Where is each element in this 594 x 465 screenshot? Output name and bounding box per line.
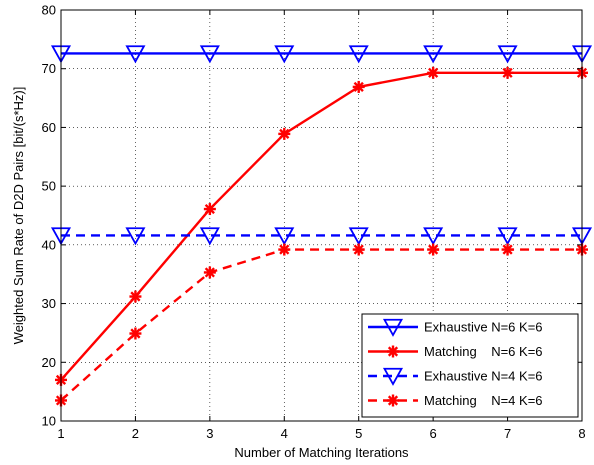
data-point: [129, 291, 141, 303]
x-tick-label: 7: [504, 426, 511, 441]
x-tick-label: 2: [132, 426, 139, 441]
y-tick-label: 20: [42, 355, 56, 370]
legend-label: Exhaustive N=4 K=6: [424, 369, 543, 384]
data-point: [427, 67, 439, 79]
x-tick-label: 1: [57, 426, 64, 441]
marker-core: [391, 349, 396, 354]
marker-core: [282, 131, 287, 136]
marker-core: [505, 247, 510, 252]
x-tick-label: 8: [578, 426, 585, 441]
x-axis-label: Number of Matching Iterations: [234, 445, 409, 460]
data-point: [204, 203, 216, 215]
legend-marker: [387, 395, 399, 407]
marker-core: [431, 70, 436, 75]
data-point: [502, 244, 514, 256]
legend-entry: Matching N=6 K=6: [368, 344, 543, 359]
marker-core: [356, 247, 361, 252]
data-point: [353, 81, 365, 93]
y-tick-label: 60: [42, 120, 56, 135]
y-tick-label: 50: [42, 179, 56, 194]
y-tick-label: 10: [42, 414, 56, 429]
data-point: [278, 244, 290, 256]
data-point: [353, 244, 365, 256]
data-point: [278, 128, 290, 140]
marker-core: [431, 247, 436, 252]
data-point: [204, 266, 216, 278]
y-tick-label: 40: [42, 237, 56, 252]
marker-core: [133, 331, 138, 336]
data-point: [129, 328, 141, 340]
marker-core: [207, 270, 212, 275]
series-3: [53, 228, 591, 243]
y-tick-label: 80: [42, 3, 56, 18]
x-tick-label: 6: [430, 426, 437, 441]
y-axis-label: Weighted Sum Rate of D2D Pairs [bit/(s*H…: [11, 87, 26, 345]
marker-core: [282, 247, 287, 252]
legend: Exhaustive N=6 K=6 Matching N=6 K=6 Exhaus…: [362, 314, 578, 417]
marker-core: [133, 294, 138, 299]
series-1: [53, 46, 591, 61]
legend-marker: [387, 346, 399, 358]
x-tick-label: 4: [281, 426, 288, 441]
x-tick-label: 3: [206, 426, 213, 441]
marker-core: [505, 70, 510, 75]
data-point: [427, 244, 439, 256]
legend-label: Exhaustive N=6 K=6: [424, 320, 543, 335]
legend-label: Matching N=4 K=6: [424, 393, 543, 408]
data-point: [502, 67, 514, 79]
legend-entry: Matching N=4 K=6: [368, 393, 543, 408]
y-tick-label: 70: [42, 61, 56, 76]
x-tick-label: 5: [355, 426, 362, 441]
y-tick-label: 30: [42, 296, 56, 311]
marker-core: [207, 207, 212, 212]
legend-label: Matching N=6 K=6: [424, 344, 543, 359]
marker-core: [391, 398, 396, 403]
marker-core: [356, 84, 361, 89]
